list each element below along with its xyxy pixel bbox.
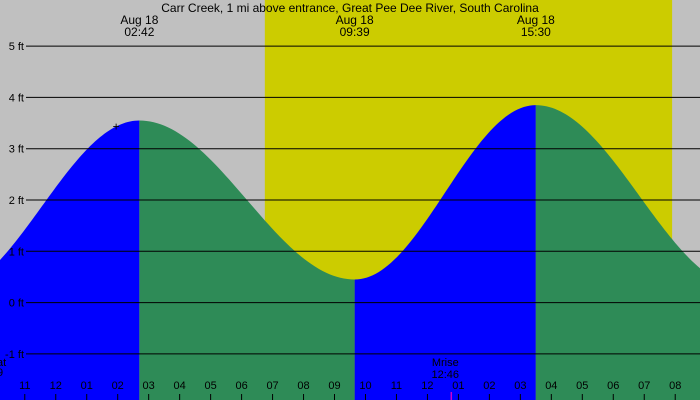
x-tick-label: 12 <box>50 380 62 392</box>
y-tick-label: 4 ft <box>9 92 24 104</box>
x-tick-label: 03 <box>143 380 155 392</box>
event-date: Aug 18 <box>336 13 374 27</box>
event-date: Aug 18 <box>517 13 555 27</box>
x-tick-label: 08 <box>669 380 681 392</box>
gridlines <box>26 45 700 355</box>
y-tick-label: 3 ft <box>9 144 24 156</box>
event-time: 15:30 <box>521 25 551 39</box>
moonrise-label: Mrise <box>432 357 459 369</box>
x-tick-label: 03 <box>514 380 526 392</box>
x-tick-label: 10 <box>359 380 371 392</box>
rising-tide-area <box>0 120 140 400</box>
x-tick-label: 06 <box>235 380 247 392</box>
x-tick-label: 09 <box>328 380 340 392</box>
x-tick-label: 12 <box>421 380 433 392</box>
x-tick-label: 07 <box>266 380 278 392</box>
left-edge-label: 9 <box>0 367 3 379</box>
x-axis-labels: 11 12 01 02 03 04 05 06 07 08 09 10 11 12 01 02 03 04 05 06… <box>19 380 681 392</box>
tide-areas <box>0 105 700 400</box>
falling-tide-area <box>139 120 355 400</box>
x-tick-label: 08 <box>297 380 309 392</box>
rising-tide-area <box>354 105 536 400</box>
moonrise-time: 12:46 <box>432 369 460 381</box>
x-tick-label: 07 <box>638 380 650 392</box>
x-tick-label: 05 <box>204 380 216 392</box>
y-axis-labels: 5 ft 4 ft 3 ft 2 ft 1 ft 0 ft -1 ft <box>5 41 24 361</box>
x-tick-label: 11 <box>391 380 402 392</box>
x-tick-label: 04 <box>545 380 557 392</box>
x-axis-ticks <box>24 394 676 400</box>
x-tick-label: 11 <box>19 380 30 392</box>
y-tick-label: 5 ft <box>9 41 24 53</box>
x-tick-label: 01 <box>452 380 464 392</box>
high-tide-marker: + <box>113 119 120 133</box>
event-time: 09:39 <box>340 25 370 39</box>
event-time: 02:42 <box>124 25 154 39</box>
y-tick-label: -1 ft <box>5 349 24 361</box>
x-tick-label: 02 <box>112 380 124 392</box>
left-edge-label: at <box>0 357 6 369</box>
chart-title: Carr Creek, 1 mi above entrance, Great P… <box>161 1 539 15</box>
x-tick-label: 01 <box>81 380 93 392</box>
x-tick-label: 02 <box>483 380 495 392</box>
y-tick-label: 2 ft <box>9 195 24 207</box>
x-tick-label: 04 <box>174 380 186 392</box>
x-tick-label: 05 <box>576 380 588 392</box>
y-tick-label: 1 ft <box>9 246 24 258</box>
falling-tide-area <box>535 105 700 400</box>
y-tick-label: 0 ft <box>9 298 24 310</box>
x-tick-label: 06 <box>607 380 619 392</box>
event-date: Aug 18 <box>120 13 158 27</box>
